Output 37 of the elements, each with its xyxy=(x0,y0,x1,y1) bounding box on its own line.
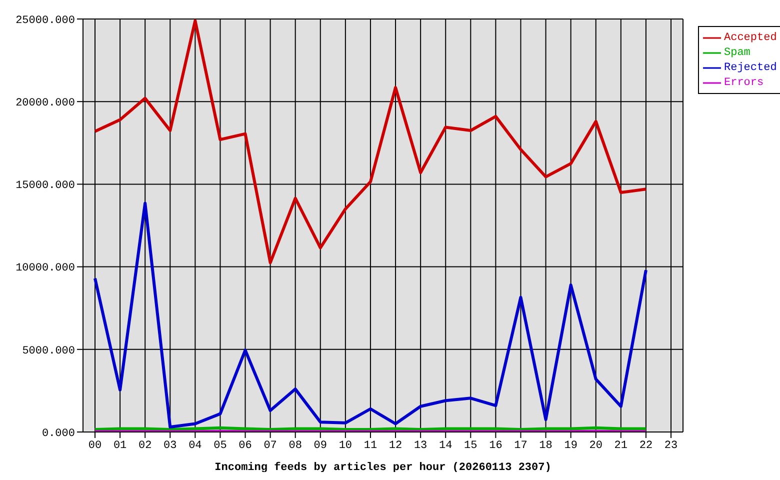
x-tick-label: 08 xyxy=(288,440,302,452)
x-tick-label: 19 xyxy=(564,440,578,452)
x-tick-label: 06 xyxy=(238,440,252,452)
x-tick-label: 01 xyxy=(113,440,128,452)
x-tick-label: 15 xyxy=(464,440,478,452)
x-tick-label: 16 xyxy=(489,440,502,452)
x-tick-label: 23 xyxy=(664,440,678,452)
x-tick-label: 17 xyxy=(514,440,528,452)
line-series xyxy=(94,202,648,429)
legend-label: Errors xyxy=(724,76,764,88)
y-tick-label: 25000.000 xyxy=(16,14,75,27)
x-tick-label: 09 xyxy=(314,440,327,452)
x-tick-label: 18 xyxy=(539,440,552,452)
x-tick-label: 04 xyxy=(188,440,202,452)
x-tick-label: 13 xyxy=(414,440,428,452)
x-tick-label: 07 xyxy=(264,440,277,452)
y-tick-label: 20000.000 xyxy=(16,98,75,110)
x-tick-label: 05 xyxy=(214,440,227,452)
x-tick-label: 00 xyxy=(88,440,102,452)
x-axis-title: Incoming feeds by articles per hour (20260113 2307) xyxy=(214,461,552,474)
x-tick-label: 10 xyxy=(338,440,352,452)
line-series xyxy=(94,19,648,264)
legend-label: Spam xyxy=(724,46,750,58)
x-tick-label: 20 xyxy=(589,440,602,452)
y-tick-label: 5000.000 xyxy=(22,345,75,358)
y-tick-label: 15000.000 xyxy=(16,180,75,192)
legend-label: Accepted xyxy=(724,32,777,44)
x-tick-label: 21 xyxy=(614,440,628,452)
x-tick-label: 12 xyxy=(388,440,402,452)
x-tick-label: 11 xyxy=(364,440,378,452)
y-tick-label: 10000.000 xyxy=(16,262,75,275)
x-tick-label: 14 xyxy=(439,440,453,452)
x-tick-label: 03 xyxy=(164,440,177,452)
x-tick-label: 22 xyxy=(639,440,653,452)
x-tick-label: 02 xyxy=(138,440,152,452)
y-tick-label: 0.000 xyxy=(42,428,75,440)
legend-label: Rejected xyxy=(724,62,777,74)
